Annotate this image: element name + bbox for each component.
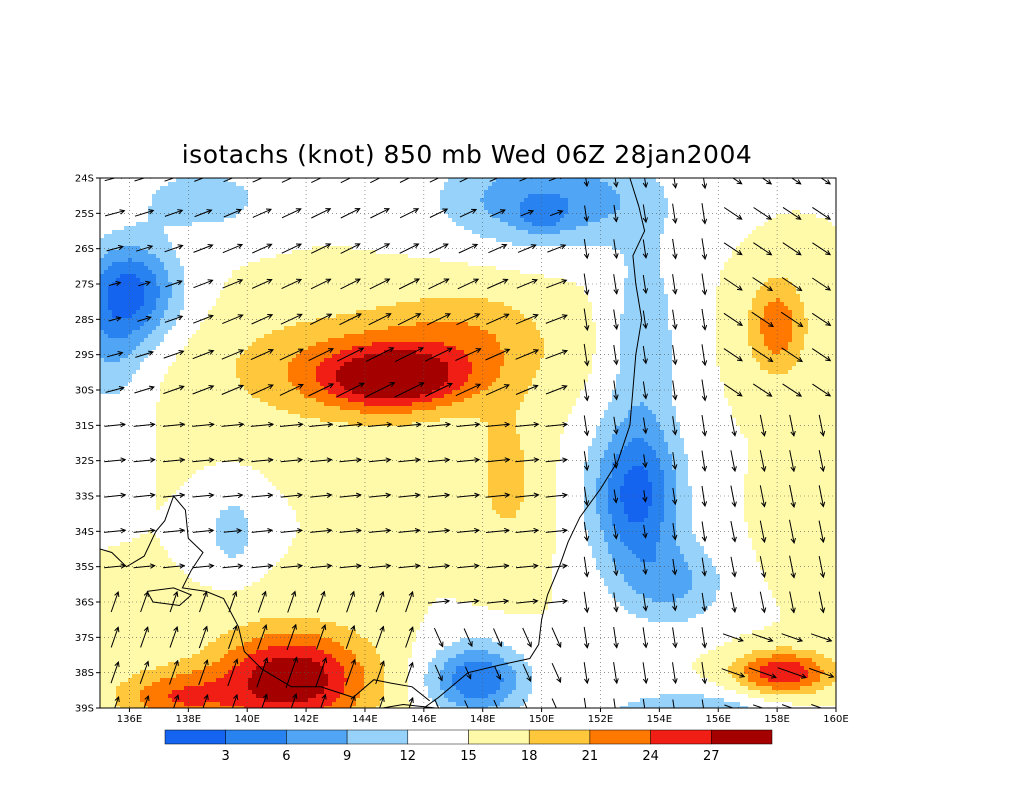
colorbar-swatch [469,730,530,744]
colorbar-swatch [529,730,590,744]
longitude-label: 152E [588,714,613,725]
latitude-label: 36S [75,598,94,609]
colorbar-label: 3 [222,749,230,764]
colorbar-label: 24 [642,749,659,764]
longitude-label: 158E [764,714,789,725]
latitude-label: 34S [75,527,94,538]
latitude-label: 31S [75,421,94,432]
colorbar-swatch [286,730,347,744]
longitude-label: 154E [647,714,672,725]
longitude-label: 144E [352,714,377,725]
latitude-label: 25S [75,209,94,220]
longitude-label: 146E [411,714,436,725]
longitude-label: 136E [117,714,142,725]
colorbar-label: 27 [703,749,720,764]
longitude-label: 138E [176,714,201,725]
colorbar-label: 15 [460,749,477,764]
colorbar-swatch [651,730,712,744]
longitude-label: 140E [234,714,259,725]
longitude-label: 150E [529,714,554,725]
colorbar-label: 12 [400,749,417,764]
latitude-label: 33S [75,492,94,503]
latitude-label: 30S [75,386,94,397]
longitude-label: 142E [293,714,318,725]
longitude-label: 160E [823,714,848,725]
longitude-labels: 136E 138E 140E 142E 144E 146E 148E 150E 152E 154E… [117,708,849,725]
colorbar-swatch [590,730,651,744]
color-legend: 3 6 9 12 15 18 21 24 27 [165,730,772,764]
longitude-label: 148E [470,714,495,725]
colorbar-label: 18 [521,749,538,764]
latitude-label: 28S [75,315,94,326]
colorbar-label: 6 [282,749,290,764]
colorbar-label: 9 [343,749,351,764]
latitude-label: 39S [75,704,94,715]
latitude-label: 35S [75,562,94,573]
isotach-fill [100,178,836,710]
latitude-label: 37S [75,633,94,644]
colorbar-label: 21 [582,749,599,764]
colorbar-swatch [165,730,226,744]
colorbar-swatch [408,730,469,744]
latitude-label: 26S [75,244,94,255]
latitude-label: 27S [75,280,94,291]
latitude-label: 38S [75,668,94,679]
colorbar-swatch [347,730,408,744]
longitude-label: 156E [706,714,731,725]
latitude-labels: 24S 25S 26S 27S 28S 29S 30S 31S 32S 33S 34S 35S 36S 3… [75,174,100,715]
colorbar-swatch [711,730,772,744]
colorbar-swatch [226,730,287,744]
latitude-label: 24S [75,174,94,185]
latitude-label: 29S [75,350,94,361]
latitude-label: 32S [75,456,94,467]
